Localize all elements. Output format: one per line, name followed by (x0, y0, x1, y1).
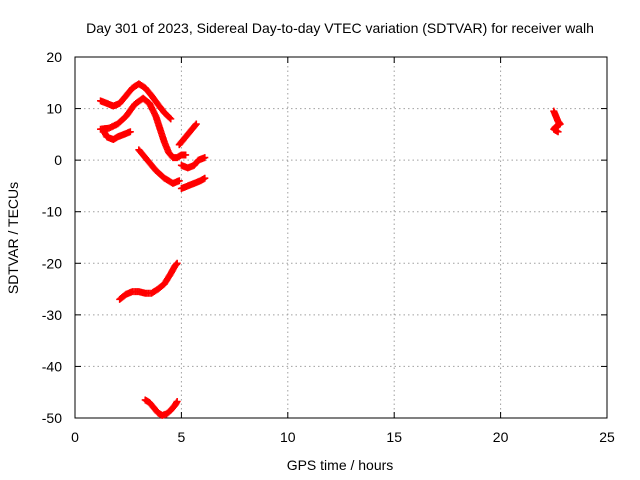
series-arc-10 (550, 107, 564, 136)
data-point (175, 177, 183, 185)
y-tick-label: 10 (46, 101, 62, 117)
axis-ticks (74, 56, 608, 419)
series-arc-1 (97, 80, 175, 123)
y-tick-label: 0 (54, 152, 62, 168)
data-point (173, 259, 181, 267)
data-point (126, 128, 134, 136)
chart-title: Day 301 of 2023, Sidereal Day-to-day VTE… (86, 20, 594, 36)
series-arc-2 (97, 94, 190, 162)
series-arc-9 (141, 396, 181, 419)
data-point (191, 121, 199, 129)
y-tick-label: 20 (46, 49, 62, 65)
y-tick-labels: -50 -40 -30 -20 -10 0 10 20 (42, 49, 62, 426)
x-tick-label: 0 (71, 429, 79, 445)
series-arc-5 (175, 120, 200, 149)
data-point (182, 151, 190, 159)
x-tick-label: 5 (178, 429, 186, 445)
grid-lines (75, 57, 607, 418)
x-tick-label: 25 (599, 429, 615, 445)
series-arc-6 (177, 154, 209, 172)
data-point (167, 115, 175, 123)
data-point (192, 120, 200, 128)
x-tick-labels: 0 5 10 15 20 25 (71, 429, 615, 445)
x-tick-label: 10 (280, 429, 296, 445)
data-point (173, 397, 181, 405)
x-tick-label: 15 (386, 429, 402, 445)
plot-frame (74, 56, 608, 419)
data-point (166, 114, 174, 122)
y-tick-label: -50 (42, 410, 62, 426)
series-arc-4 (135, 146, 183, 187)
data-point (201, 174, 209, 182)
y-tick-label: -30 (42, 307, 62, 323)
data-point (554, 128, 562, 136)
series-arc-7 (177, 174, 209, 193)
y-tick-label: -40 (42, 358, 62, 374)
data-point (201, 154, 209, 162)
series-arc-3 (99, 125, 134, 144)
x-axis-label: GPS time / hours (287, 457, 394, 473)
data-markers (97, 80, 564, 419)
x-tick-label: 20 (493, 429, 509, 445)
series-arc-8 (116, 259, 181, 303)
y-tick-label: -20 (42, 255, 62, 271)
y-tick-label: -10 (42, 204, 62, 220)
y-axis-label: SDTVAR / TECUs (5, 182, 21, 294)
